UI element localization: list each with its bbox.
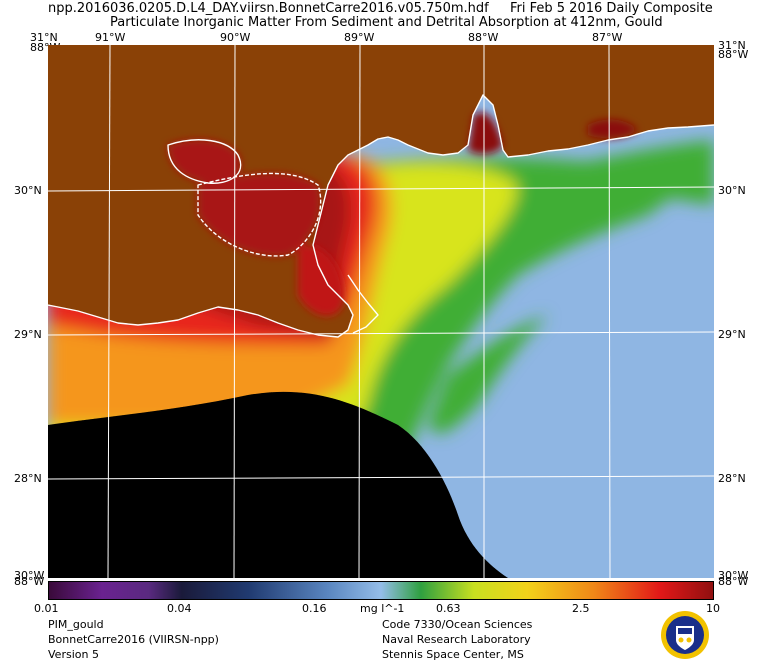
lon-label-top-89: 89°W [344,31,375,44]
grid-lon-87 [608,45,611,578]
product-title: Particulate Inorganic Matter From Sedime… [110,15,663,30]
date-label: Fri Feb 5 2016 Daily Composite [510,1,713,16]
colorbar-tick-0.16: 0.16 [302,602,327,615]
corner-lon-top-right: 88°W [718,48,749,61]
seal-emblem-right [686,637,692,643]
pensacola-bay [588,119,638,139]
lat-label-left-30: 30°N [14,184,42,197]
mobile-bay [468,112,503,155]
colorbar-tick-2.5: 2.5 [572,602,590,615]
corner-lat-top-left: 31°N [30,31,58,44]
colorbar-tick-10: 10 [706,602,720,615]
lon-label-top-88: 88°W [468,31,499,44]
wetlands [168,112,638,316]
colorbar-units: mg l^-1 [360,602,405,615]
corner-lon-bottom-left: 88°W [14,575,45,588]
corner-lat-bottom-right: 30°W [718,569,749,582]
grid-lon-91 [107,45,111,578]
corner-lon-bottom-right: 88°W [718,575,749,588]
footer-code: Code 7330/Ocean Sciences [382,618,533,631]
lon-label-top-87: 87°W [592,31,623,44]
colorbar-gradient [49,582,713,599]
nrl-seal-icon [661,611,709,659]
corner-lat-top-right: 31°N [718,39,746,52]
lat-label-right-30: 30°N [718,184,746,197]
coastline [48,94,714,338]
footer-location: Stennis Space Center, MS [382,648,524,661]
footer-product-name: PIM_gould [48,618,104,631]
graticule [48,45,714,578]
colorbar-tick-0.04: 0.04 [167,602,192,615]
grid-lat-30 [48,186,714,192]
footer-version: Version 5 [48,648,99,661]
grid-lat-29 [48,331,714,336]
seal-emblem-left [678,637,684,643]
grid-lon-89 [358,45,361,578]
colorbar [48,581,714,600]
lat-label-left-29: 29°N [14,328,42,341]
land [48,45,714,337]
lat-label-right-28: 28°N [718,472,746,485]
filename-label: npp.2016036.0205.D.L4_DAY.viirsn.BonnetC… [48,1,489,16]
corner-lat-bottom-left: 30°W [14,569,45,582]
lat-label-right-29: 29°N [718,328,746,341]
grid-lat-28 [48,475,714,480]
pim-satellite-map [48,45,714,578]
barataria-marsh [298,244,344,316]
lake-maurepas [168,139,241,184]
colorbar-tick-0.01: 0.01 [34,602,59,615]
green-plume-tongue [428,315,548,434]
lon-label-top-91: 91°W [95,31,126,44]
footer-region-sensor: BonnetCarre2016 (VIIRSN-npp) [48,633,219,646]
colorbar-tick-0.63: 0.63 [436,602,461,615]
lon-label-top-90: 90°W [220,31,251,44]
green-nearshore-east [568,140,714,205]
footer-lab: Naval Research Laboratory [382,633,531,646]
lat-label-left-28: 28°N [14,472,42,485]
seal-shield-band [678,628,692,634]
lake-pontchartrain [198,173,321,256]
grid-lon-90 [233,45,236,578]
